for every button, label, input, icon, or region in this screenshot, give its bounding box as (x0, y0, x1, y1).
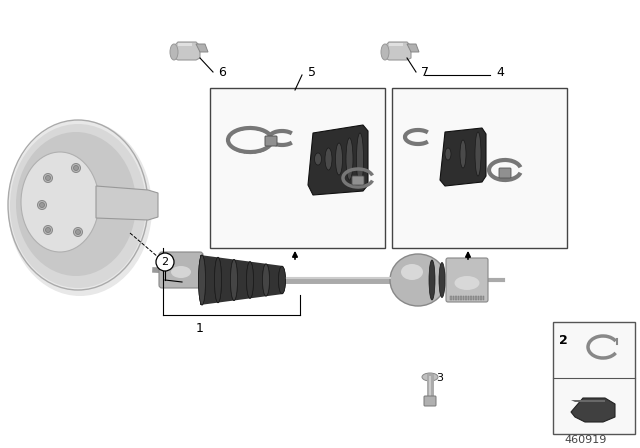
Bar (455, 296, 456, 300)
Ellipse shape (214, 257, 221, 303)
Ellipse shape (314, 153, 321, 165)
Polygon shape (200, 255, 283, 305)
FancyBboxPatch shape (446, 258, 488, 302)
FancyBboxPatch shape (499, 168, 511, 178)
Ellipse shape (381, 44, 389, 60)
FancyBboxPatch shape (424, 396, 436, 406)
Polygon shape (178, 43, 192, 46)
Polygon shape (174, 42, 200, 60)
Polygon shape (440, 128, 486, 186)
Ellipse shape (230, 259, 237, 301)
Polygon shape (389, 43, 403, 46)
Ellipse shape (422, 373, 438, 381)
Bar (472, 296, 474, 300)
Ellipse shape (214, 257, 221, 303)
Circle shape (74, 228, 83, 237)
Text: 2: 2 (559, 333, 568, 346)
Circle shape (38, 201, 47, 210)
Text: 5: 5 (308, 65, 316, 78)
Ellipse shape (21, 152, 99, 252)
Ellipse shape (460, 140, 466, 168)
Polygon shape (196, 44, 208, 52)
Circle shape (76, 229, 81, 234)
Ellipse shape (198, 255, 205, 305)
Ellipse shape (390, 254, 446, 306)
Circle shape (156, 253, 174, 271)
FancyBboxPatch shape (159, 252, 203, 288)
Ellipse shape (170, 44, 178, 60)
Ellipse shape (439, 263, 445, 297)
Ellipse shape (8, 120, 152, 296)
Ellipse shape (246, 262, 253, 298)
Ellipse shape (429, 260, 435, 300)
Polygon shape (308, 125, 368, 195)
FancyBboxPatch shape (352, 176, 364, 185)
Text: 4: 4 (496, 65, 504, 78)
FancyBboxPatch shape (265, 136, 277, 146)
Polygon shape (407, 44, 419, 52)
Bar (465, 296, 467, 300)
Ellipse shape (16, 132, 136, 276)
Ellipse shape (346, 138, 353, 180)
Circle shape (45, 176, 51, 181)
Text: 1: 1 (196, 322, 204, 335)
Bar (483, 296, 484, 300)
Ellipse shape (278, 266, 285, 294)
Circle shape (72, 164, 81, 172)
Ellipse shape (325, 148, 332, 170)
Ellipse shape (246, 262, 253, 298)
Ellipse shape (278, 266, 285, 294)
Ellipse shape (449, 265, 455, 295)
Ellipse shape (198, 255, 205, 305)
Bar (452, 296, 454, 300)
Circle shape (44, 173, 52, 182)
Text: 3: 3 (436, 373, 444, 383)
Text: 460919: 460919 (565, 435, 607, 445)
Bar (460, 296, 461, 300)
Ellipse shape (171, 266, 191, 278)
Text: 7: 7 (421, 65, 429, 78)
Bar (475, 296, 477, 300)
Ellipse shape (10, 124, 146, 288)
Ellipse shape (262, 264, 269, 296)
Polygon shape (571, 398, 615, 422)
Polygon shape (385, 42, 411, 60)
Polygon shape (571, 400, 605, 402)
Bar (450, 296, 451, 300)
Bar (467, 296, 469, 300)
Ellipse shape (356, 133, 364, 185)
Bar (458, 296, 459, 300)
Polygon shape (96, 186, 158, 220)
Circle shape (45, 228, 51, 233)
Bar (470, 296, 472, 300)
Circle shape (44, 225, 52, 234)
Ellipse shape (401, 264, 423, 280)
Text: 6: 6 (218, 65, 226, 78)
Bar (210, 88, 385, 248)
Text: 2: 2 (161, 257, 168, 267)
Bar (463, 296, 464, 300)
Ellipse shape (445, 148, 451, 160)
Ellipse shape (335, 143, 342, 175)
Ellipse shape (475, 132, 481, 176)
Bar (553, 322, 635, 434)
Ellipse shape (262, 264, 269, 296)
Ellipse shape (454, 276, 479, 290)
Circle shape (40, 202, 45, 207)
Bar (392, 88, 567, 248)
Ellipse shape (230, 259, 237, 301)
Circle shape (74, 165, 79, 171)
Bar (477, 296, 479, 300)
Bar (480, 296, 481, 300)
